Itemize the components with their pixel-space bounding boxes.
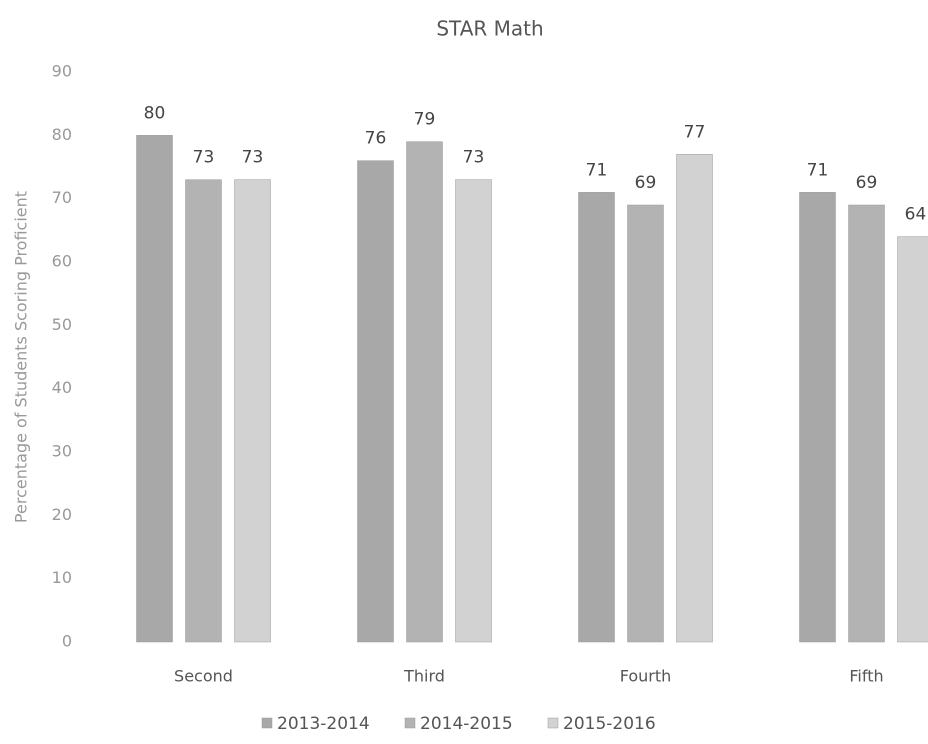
bar xyxy=(234,179,271,643)
y-tick-label: 10 xyxy=(52,568,72,587)
y-tick-label: 60 xyxy=(52,252,72,271)
bar xyxy=(185,179,222,643)
bar xyxy=(848,204,885,643)
y-tick-label: 50 xyxy=(52,315,72,334)
legend-label: 2015-2016 xyxy=(563,714,656,734)
bar xyxy=(455,179,492,643)
value-label: 69 xyxy=(635,173,657,193)
value-label: 71 xyxy=(807,160,829,180)
y-tick-label: 30 xyxy=(52,442,72,461)
bar xyxy=(406,141,443,643)
chart-title: STAR Math xyxy=(436,17,543,41)
bar xyxy=(799,192,836,643)
value-label: 73 xyxy=(242,148,264,168)
value-label: 77 xyxy=(684,122,706,142)
x-tick-label: Fifth xyxy=(849,667,883,686)
value-label: 80 xyxy=(144,103,166,123)
value-label: 71 xyxy=(586,160,608,180)
x-tick-label: Fourth xyxy=(620,667,672,686)
legend-swatch xyxy=(547,717,559,729)
y-tick-label: 20 xyxy=(52,505,72,524)
legend-label: 2014-2015 xyxy=(420,714,513,734)
bar xyxy=(578,192,615,643)
bar xyxy=(676,154,713,643)
y-tick-label: 80 xyxy=(52,125,72,144)
value-label: 64 xyxy=(905,205,927,225)
x-tick-label: Third xyxy=(403,667,445,686)
y-tick-label: 0 xyxy=(62,632,72,651)
bar xyxy=(897,236,928,643)
value-label: 73 xyxy=(193,148,215,168)
value-label: 69 xyxy=(856,173,878,193)
x-tick-label: Second xyxy=(174,667,233,686)
bar xyxy=(357,160,394,643)
value-label: 73 xyxy=(463,148,485,168)
y-tick-label: 40 xyxy=(52,378,72,397)
legend-label: 2013-2014 xyxy=(277,714,370,734)
value-label: 79 xyxy=(414,110,436,130)
y-tick-label: 90 xyxy=(52,62,72,81)
y-axis-title: Percentage of Students Scoring Proficien… xyxy=(12,191,31,523)
y-tick-label: 70 xyxy=(52,188,72,207)
legend-swatch xyxy=(261,717,273,729)
value-label: 76 xyxy=(365,129,387,149)
legend-swatch xyxy=(404,717,416,729)
bar xyxy=(627,204,664,643)
bar xyxy=(136,135,173,643)
